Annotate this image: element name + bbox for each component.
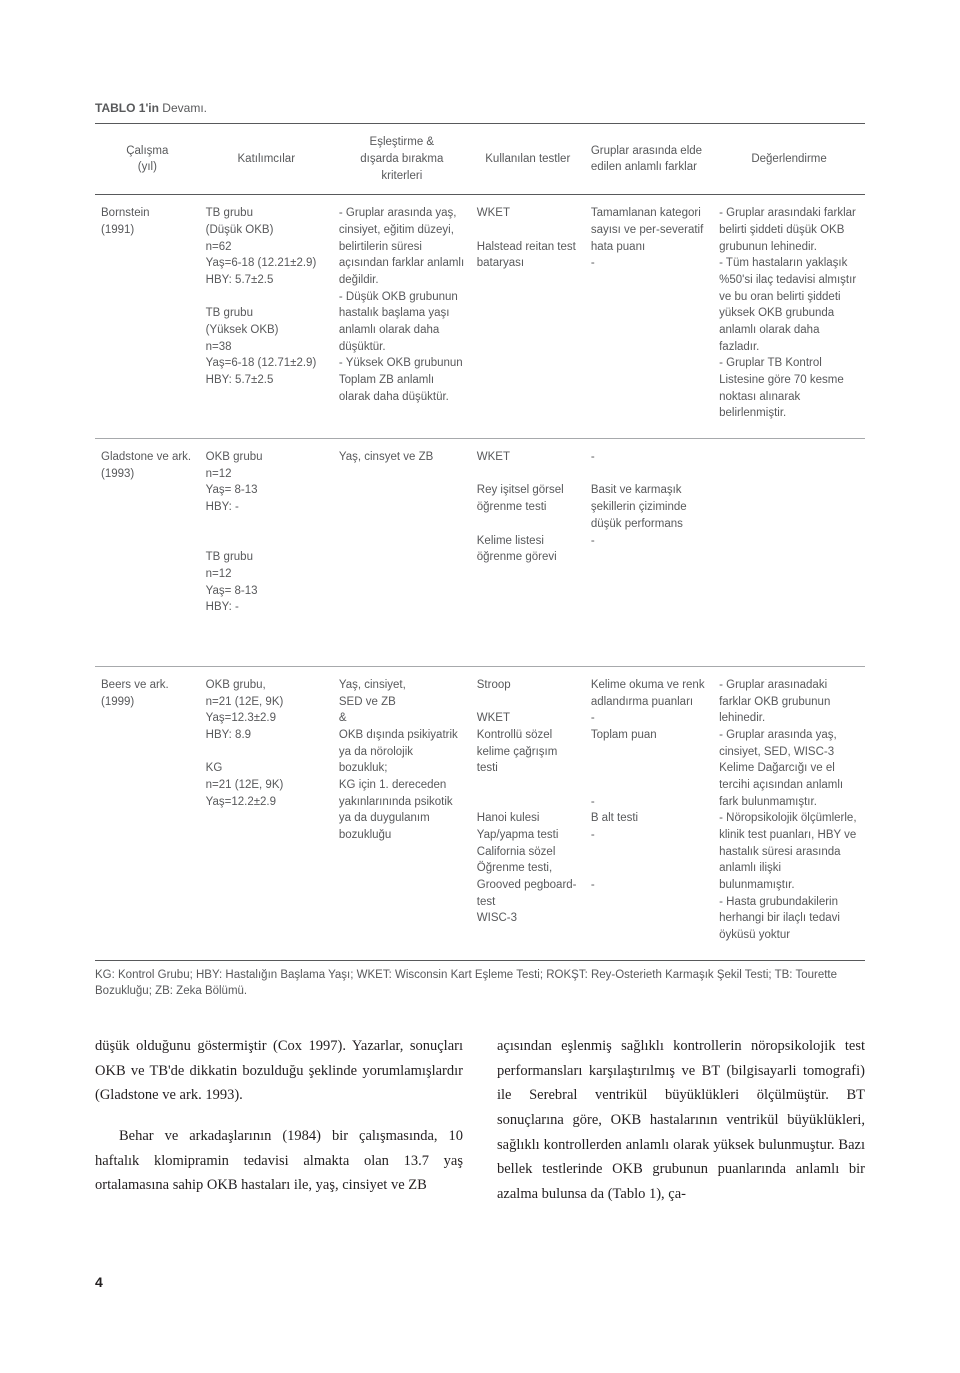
cell-tests: Stroop WKET Kontrollü sözel kelime çağrı… (471, 666, 585, 959)
cell-tests: WKET Halstead reitan test bataryası (471, 195, 585, 439)
col-diffs-header: Gruplar arasında elde edilen anlamlı far… (585, 124, 713, 195)
cell-eval: - Gruplar arasındaki farklar belirti şid… (713, 195, 865, 439)
col-participants-header: Katılımcılar (200, 124, 333, 195)
cell-criteria: Yaş, cinsyet ve ZB (333, 439, 471, 667)
cell-study: Beers ve ark. (1999) (95, 666, 200, 959)
cell-participants: OKB grubu, n=21 (12E, 9K) Yaş=12.3±2.9 H… (200, 666, 333, 959)
table-caption: TABLO 1'in Devamı. (95, 100, 865, 117)
body-left-column: düşük olduğunu göstermiştir (Cox 1997). … (95, 1034, 463, 1222)
table-caption-bold: TABLO 1'in (95, 101, 159, 115)
cell-criteria: - Gruplar arasında yaş, cinsiyet, eğitim… (333, 195, 471, 439)
cell-study: Gladstone ve ark. (1993) (95, 439, 200, 667)
cell-diffs: Tamamlanan kategori sayısı ve per-severa… (585, 195, 713, 439)
page-number: 4 (95, 1272, 865, 1292)
cell-participants: TB grubu (Düşük OKB) n=62 Yaş=6-18 (12.2… (200, 195, 333, 439)
cell-eval (713, 439, 865, 667)
cell-study: Bornstein (1991) (95, 195, 200, 439)
page-root: TABLO 1'in Devamı. Çalışma (yıl) Katılım… (95, 100, 865, 1293)
cell-tests: WKET Rey işitsel görsel öğrenme testi Ke… (471, 439, 585, 667)
body-paragraph: Behar ve arkadaşlarının (1984) bir çalış… (95, 1124, 463, 1198)
cell-diffs: - Basit ve karmaşık şekillerin çiziminde… (585, 439, 713, 667)
col-tests-header: Kullanılan testler (471, 124, 585, 195)
cell-diffs: Kelime okuma ve renk adlandırma puanları… (585, 666, 713, 959)
body-text-columns: düşük olduğunu göstermiştir (Cox 1997). … (95, 1034, 865, 1222)
body-right-column: açısından eşlenmiş sağlıklı kontrollerin… (497, 1034, 865, 1222)
col-study-header: Çalışma (yıl) (95, 124, 200, 195)
col-criteria-header: Eşleştirme & dışarda bırakma kriterleri (333, 124, 471, 195)
main-table: Çalışma (yıl) Katılımcılar Eşleştirme & … (95, 123, 865, 959)
table-row: Gladstone ve ark. (1993) OKB grubu n=12 … (95, 439, 865, 667)
cell-eval: - Gruplar arasınadaki farklar OKB grubun… (713, 666, 865, 959)
table-row: Bornstein (1991) TB grubu (Düşük OKB) n=… (95, 195, 865, 439)
table-row: Beers ve ark. (1999) OKB grubu, n=21 (12… (95, 666, 865, 959)
table-body: Bornstein (1991) TB grubu (Düşük OKB) n=… (95, 195, 865, 960)
table-header-row: Çalışma (yıl) Katılımcılar Eşleştirme & … (95, 124, 865, 195)
table-footnote: KG: Kontrol Grubu; HBY: Hastalığın Başla… (95, 960, 865, 1000)
body-paragraph: düşük olduğunu göstermiştir (Cox 1997). … (95, 1034, 463, 1108)
table-caption-rest: Devamı. (159, 101, 207, 115)
cell-criteria: Yaş, cinsiyet, SED ve ZB & OKB dışında p… (333, 666, 471, 959)
body-paragraph: açısından eşlenmiş sağlıklı kontrollerin… (497, 1034, 865, 1206)
col-eval-header: Değerlendirme (713, 124, 865, 195)
cell-participants: OKB grubu n=12 Yaş= 8-13 HBY: - TB grubu… (200, 439, 333, 667)
